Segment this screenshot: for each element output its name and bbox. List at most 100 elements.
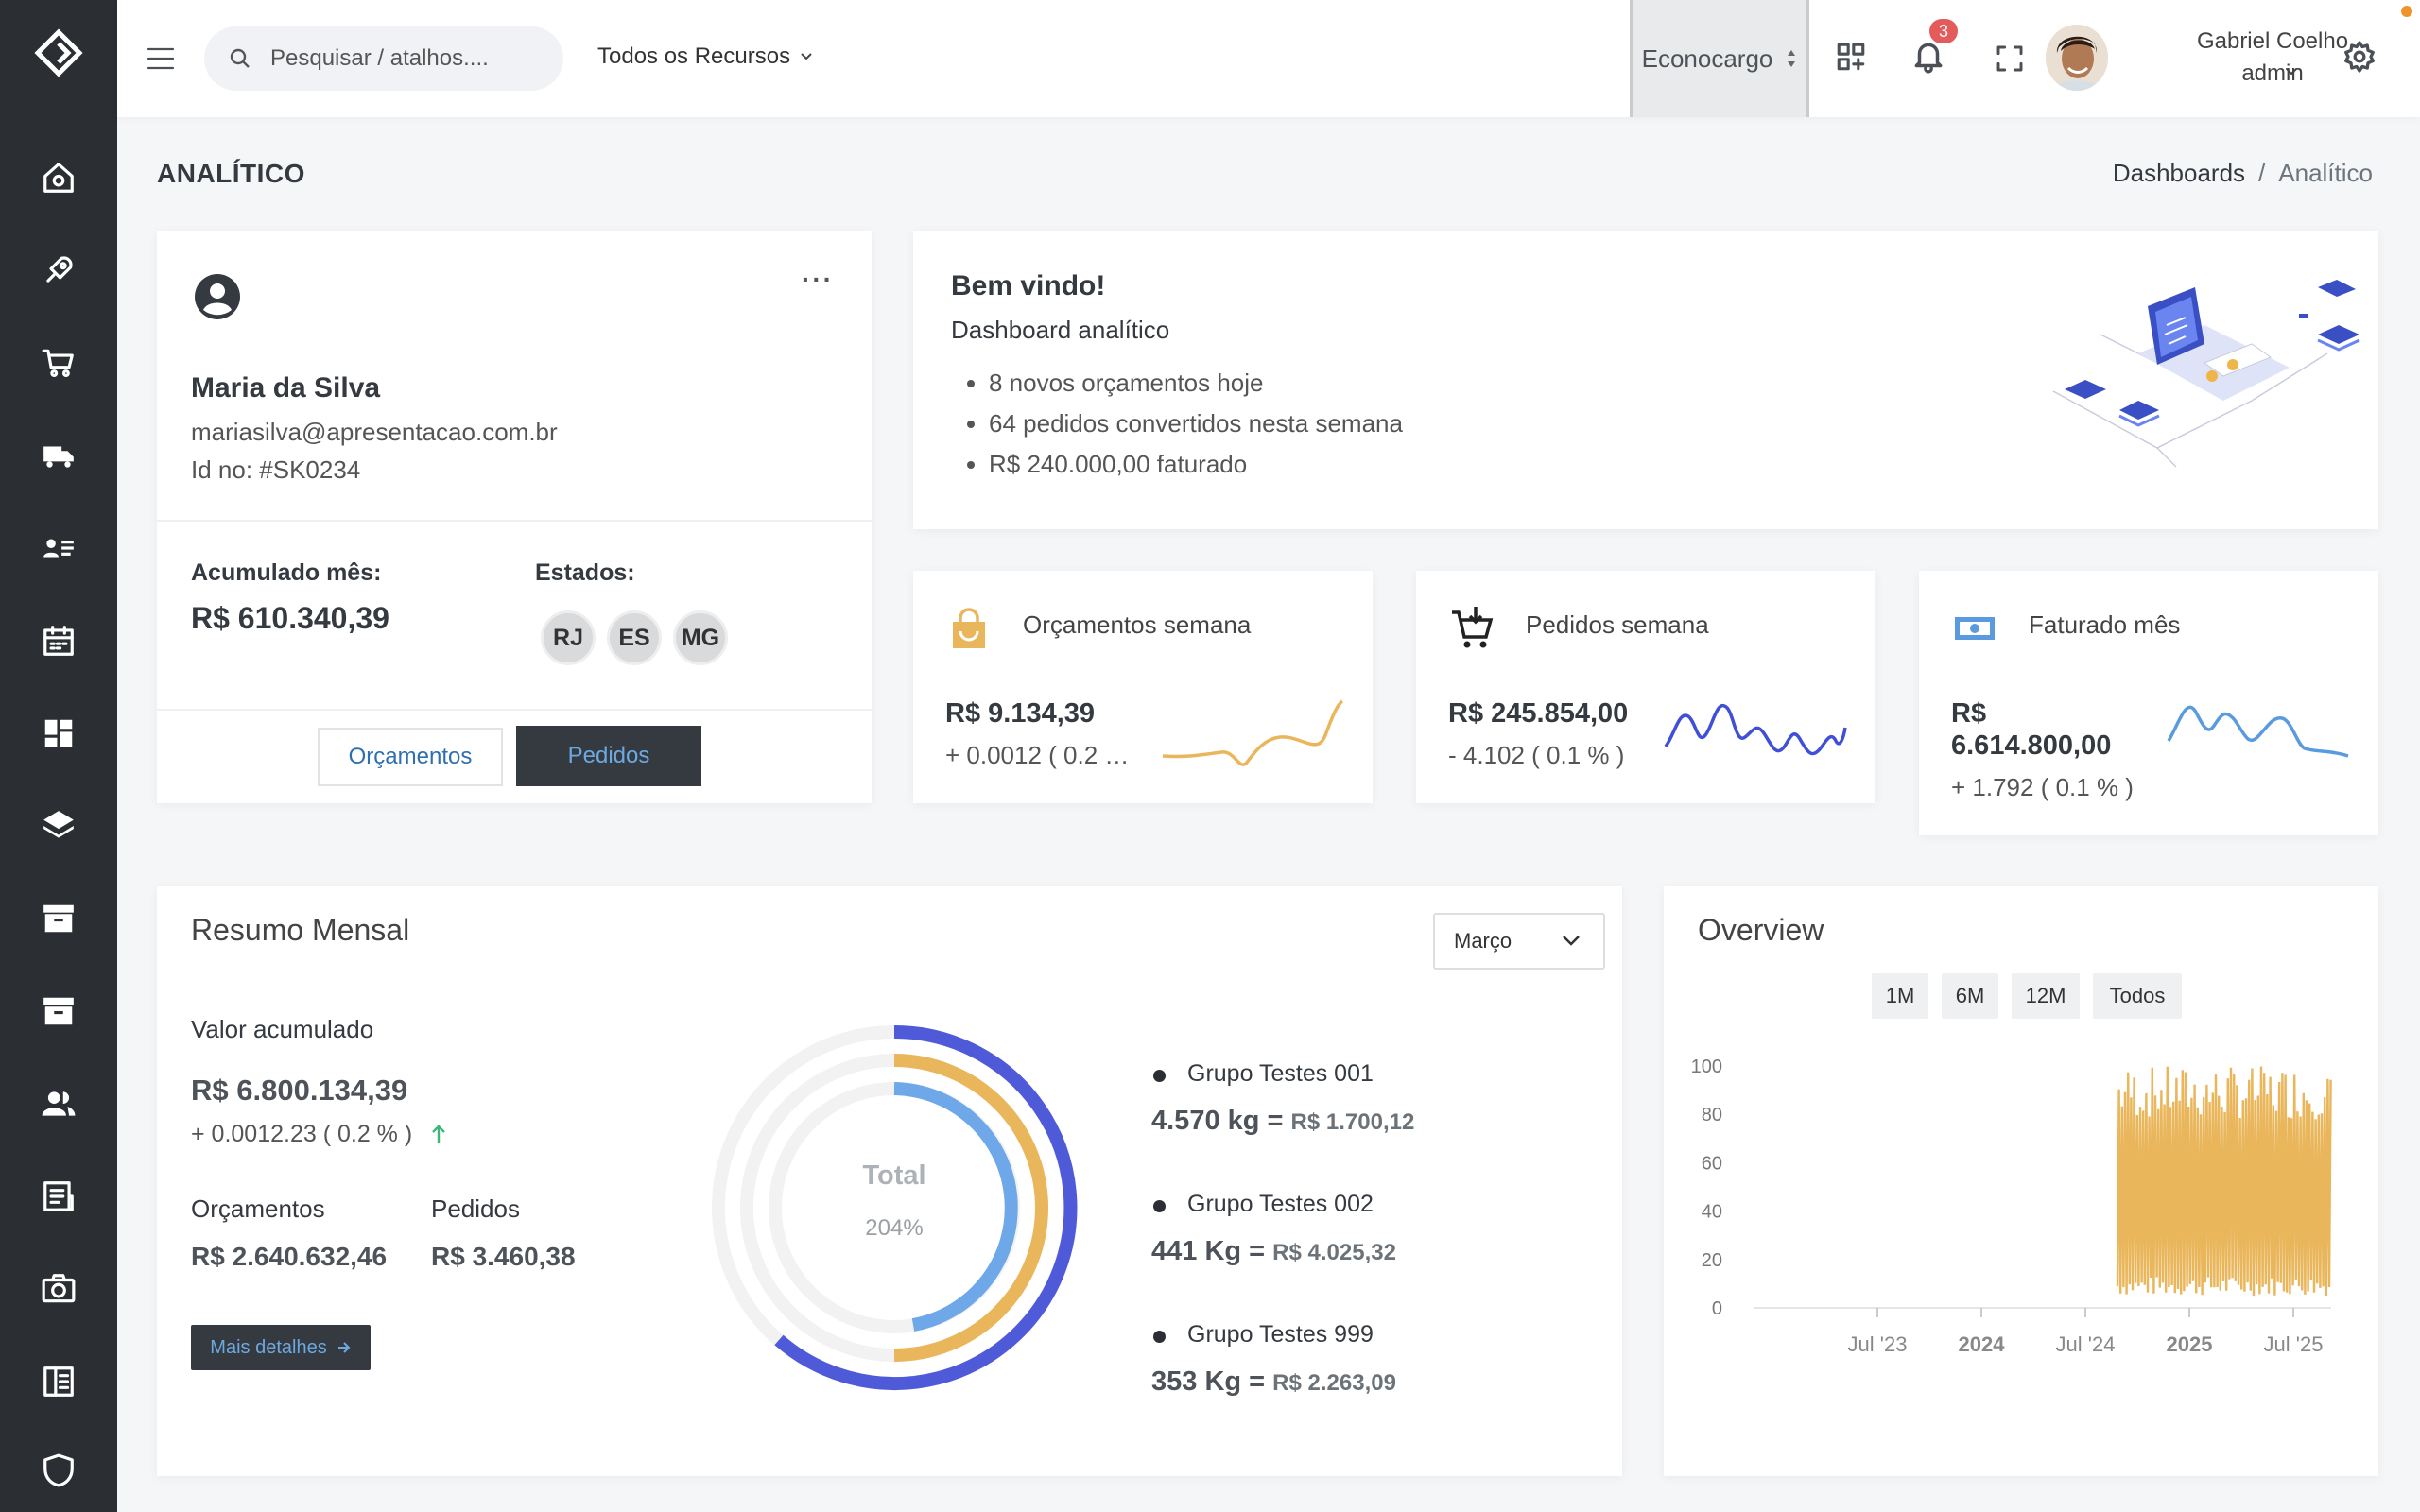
user-circle-icon	[195, 274, 240, 319]
shield-icon[interactable]	[38, 1450, 79, 1491]
sparkline-pedidos	[1664, 703, 1847, 756]
camera-icon[interactable]	[38, 1268, 79, 1310]
welcome-subtitle: Dashboard analítico	[951, 316, 1170, 344]
orcamentos-label: Orçamentos	[191, 1194, 325, 1223]
group-price: R$ 1.700,12	[1290, 1109, 1415, 1135]
welcome-title: Bem vindo!	[951, 270, 1106, 301]
range-12m-button[interactable]: 12M	[2012, 973, 2080, 1019]
y-tick-label: 20	[1702, 1250, 1722, 1271]
profile-id: Id no: #SK0234	[191, 455, 361, 484]
group-value: 441 Kg = R$ 4.025,32	[1151, 1236, 1396, 1267]
accum-value: R$ 6.800.134,39	[191, 1074, 408, 1107]
avatar[interactable]	[2046, 25, 2108, 91]
x-tick-label: Jul '25	[2264, 1332, 2324, 1356]
state-chip-mg: MG	[673, 610, 728, 665]
user-chevron-icon[interactable]	[2282, 64, 2301, 79]
details-button[interactable]: Mais detalhes	[191, 1325, 371, 1370]
sort-icon	[1788, 50, 1796, 67]
logo-icon[interactable]	[34, 28, 83, 77]
book-icon[interactable]	[38, 1361, 79, 1402]
group-value: 4.570 kg = R$ 1.700,12	[1151, 1106, 1414, 1137]
group-weight: 353 Kg	[1151, 1366, 1242, 1397]
accum-diff: + 0.0012.23 ( 0.2 % )	[191, 1121, 447, 1148]
donut-label: Total	[862, 1160, 926, 1191]
money-icon	[1955, 617, 1995, 640]
profile-card: ··· Maria da Silva mariasilva@apresentac…	[157, 231, 872, 803]
legend-dot	[1153, 1070, 1166, 1082]
group-weight: 4.570 kg	[1151, 1106, 1260, 1136]
more-options-icon[interactable]: ···	[802, 265, 834, 294]
sparkline-faturado	[2167, 705, 2349, 758]
menu-icon[interactable]	[144, 42, 178, 76]
contacts-icon[interactable]	[38, 527, 79, 569]
calendar-icon[interactable]	[38, 620, 79, 662]
fullscreen-icon[interactable]	[1989, 38, 2031, 79]
gear-icon[interactable]	[2337, 34, 2382, 79]
group-eq: =	[1267, 1106, 1284, 1136]
breadcrumb-current: Analítico	[2278, 159, 2373, 187]
report-icon[interactable]	[38, 1176, 79, 1217]
range-all-button[interactable]: Todos	[2093, 973, 2182, 1019]
company-selector[interactable]: Econocargo	[1630, 0, 1809, 117]
donut-chart	[712, 1024, 1078, 1390]
pedidos-button[interactable]: Pedidos	[516, 726, 701, 786]
welcome-card: Bem vindo! Dashboard analítico 8 novos o…	[913, 231, 2378, 529]
donut-ring-999	[893, 1082, 1018, 1332]
search-input[interactable]	[270, 45, 535, 72]
truck-icon[interactable]	[38, 435, 79, 476]
orcamentos-button[interactable]: Orçamentos	[318, 728, 503, 786]
x-tick-label: 2025	[2167, 1332, 2213, 1356]
page-title: ANALÍTICO	[157, 159, 305, 188]
topbar: Todos os Recursos Econocargo 3 Gabriel C…	[117, 0, 2420, 117]
x-tick-label: Jul '24	[2056, 1332, 2116, 1356]
stat-title: Faturado mês	[2029, 610, 2181, 639]
donut-ring-001	[774, 1024, 1078, 1390]
stat-value: R$ 9.134,39	[945, 698, 1096, 729]
legend-dot	[1153, 1331, 1166, 1343]
breadcrumb-dashboards[interactable]: Dashboards	[2112, 159, 2246, 187]
breadcrumb: Dashboards / Analítico	[2112, 159, 2373, 187]
resources-dropdown[interactable]: Todos os Recursos	[597, 43, 813, 70]
rocket-icon[interactable]	[38, 249, 79, 291]
bell-icon[interactable]	[1906, 34, 1951, 79]
group-weight: 441 Kg	[1151, 1236, 1242, 1266]
range-1m-button[interactable]: 1M	[1872, 973, 1928, 1019]
group-price: R$ 2.263,09	[1272, 1370, 1396, 1396]
stat-value: R$ 6.614.800,00	[1951, 698, 2112, 761]
chevron-down-icon	[1563, 936, 1580, 946]
user-name[interactable]: Gabriel Coelho	[2196, 28, 2349, 54]
accum-label: Valor acumulado	[191, 1015, 374, 1043]
group-name: Grupo Testes 999	[1187, 1321, 1374, 1348]
legend-dot	[1153, 1200, 1166, 1212]
accum-label: Acumulado mês:	[191, 559, 382, 586]
company-name: Econocargo	[1641, 43, 1773, 73]
dashboard-icon[interactable]	[38, 713, 79, 754]
cart-icon[interactable]	[38, 342, 79, 384]
group-value: 353 Kg = R$ 2.263,09	[1151, 1366, 1396, 1398]
users-icon[interactable]	[38, 1083, 79, 1125]
month-select[interactable]: Março	[1433, 913, 1605, 970]
group-name: Grupo Testes 001	[1187, 1060, 1374, 1087]
y-tick-label: 100	[1691, 1057, 1722, 1077]
home-icon[interactable]	[38, 157, 79, 198]
y-tick-label: 40	[1702, 1202, 1722, 1223]
list-item: R$ 240.000,00 faturado	[989, 444, 1403, 485]
search-icon	[230, 48, 250, 68]
inbox-icon[interactable]	[38, 990, 79, 1032]
apps-add-icon[interactable]	[1830, 36, 1872, 77]
group-price: R$ 4.025,32	[1272, 1240, 1396, 1265]
resumo-card: Resumo Mensal Março Valor acumulado R$ 6…	[157, 886, 1622, 1476]
search-box[interactable]	[204, 26, 563, 91]
stat-diff: + 1.792 ( 0.1 % )	[1951, 773, 2134, 801]
accum-value: R$ 610.340,39	[191, 601, 389, 635]
donut-ring-002	[893, 1054, 1048, 1362]
range-6m-button[interactable]: 6M	[1942, 973, 1998, 1019]
archive-icon[interactable]	[38, 898, 79, 939]
layers-icon[interactable]	[38, 805, 79, 847]
arrow-up-icon	[432, 1125, 445, 1143]
month-value: Março	[1454, 929, 1512, 953]
stat-card-pedidos: Pedidos semana R$ 245.854,00 - 4.102 ( 0…	[1416, 571, 1876, 803]
y-tick-label: 0	[1712, 1298, 1722, 1319]
profile-name: Maria da Silva	[191, 372, 381, 404]
states-label: Estados:	[535, 559, 635, 586]
